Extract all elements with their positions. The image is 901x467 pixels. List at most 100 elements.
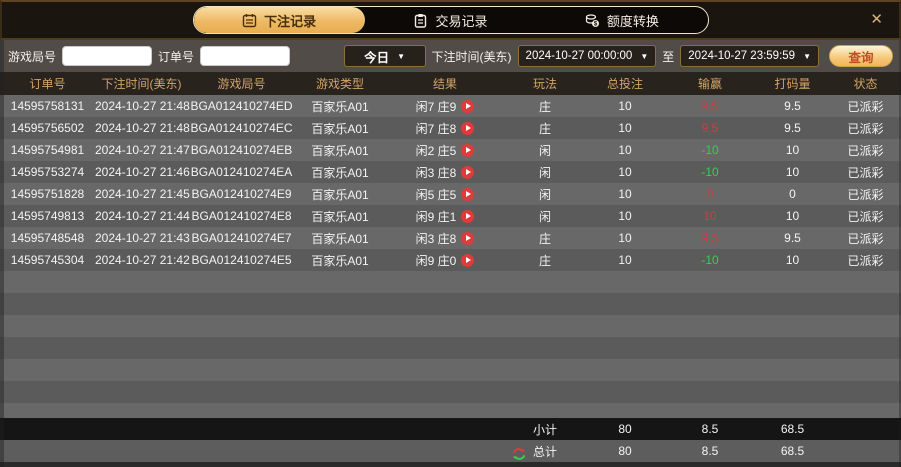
col-header-round: 游戏局号 (217, 77, 266, 91)
table-row[interactable]: 14595745304 2024-10-27 21:42 BGA01241027… (0, 249, 901, 271)
replay-play-icon[interactable] (461, 231, 475, 245)
result-text: 闲9 庄0 (415, 253, 457, 268)
table-header: 订单号 下注时间(美东) 游戏局号 游戏类型 结果 玩法 总投注 输赢 打码量 … (0, 72, 901, 95)
query-button[interactable]: 查询 (829, 45, 893, 67)
left-edge (0, 40, 4, 467)
col-header-bet: 总投注 (606, 77, 643, 91)
cell-type: 百家乐A01 (311, 209, 369, 224)
cell-status: 已派彩 (847, 187, 884, 202)
total-label: 总计 (532, 444, 557, 459)
cell-winloss: -10 (701, 165, 719, 179)
cell-result: 闲3 庄8 (385, 164, 505, 181)
cell-turnover: 0 (789, 187, 796, 201)
cell-status: 已派彩 (847, 121, 884, 136)
cell-status: 已派彩 (847, 165, 884, 180)
date-range-select[interactable]: 今日 ▼ (343, 45, 426, 67)
order-no-input[interactable] (200, 46, 291, 66)
cell-winloss: 0 (706, 187, 714, 201)
cell-turnover: 10 (785, 143, 800, 157)
cell-round: BGA012410274EB (190, 143, 293, 157)
cell-round: BGA012410274EA (190, 165, 293, 179)
col-header-status: 状态 (853, 77, 878, 91)
bet-time-label: 下注时间(美东) (431, 49, 512, 64)
cell-time: 2024-10-27 21:45 (95, 187, 190, 201)
col-header-order: 订单号 (29, 77, 66, 91)
cell-status: 已派彩 (847, 231, 884, 246)
tab-bet-records-label: 下注记录 (264, 13, 317, 29)
cell-bet: 10 (618, 121, 632, 135)
cell-round: BGA012410274E7 (191, 231, 292, 245)
cell-type: 百家乐A01 (311, 253, 369, 268)
replay-play-icon[interactable] (461, 253, 475, 267)
cell-type: 百家乐A01 (311, 165, 369, 180)
cell-play: 庄 (538, 231, 551, 246)
end-time-select[interactable]: 2024-10-27 23:59:59 ▼ (680, 45, 819, 67)
col-header-result: 结果 (432, 77, 457, 91)
cell-type: 百家乐A01 (311, 121, 369, 136)
filter-bar: 游戏局号 订单号 今日 ▼ 下注时间(美东) 2024-10-27 00:00:… (0, 40, 901, 72)
cell-status: 已派彩 (847, 253, 884, 268)
cell-result: 闲9 庄0 (385, 252, 505, 269)
tab-quota-transfer[interactable]: $ 额度转换 (536, 7, 707, 33)
cell-round: BGA012410274E8 (191, 209, 292, 223)
table-row[interactable]: 14595758131 2024-10-27 21:48 BGA01241027… (0, 95, 901, 117)
cell-winloss: 10 (703, 209, 717, 223)
cell-round: BGA012410274E5 (191, 253, 292, 267)
replay-play-icon[interactable] (461, 121, 475, 135)
total-row: 总计 80 8.5 68.5 (0, 440, 901, 462)
table-row[interactable]: 14595748548 2024-10-27 21:43 BGA01241027… (0, 227, 901, 249)
right-edge (899, 40, 901, 467)
table-row[interactable]: 14595754981 2024-10-27 21:47 BGA01241027… (0, 139, 901, 161)
cell-result: 闲2 庄5 (385, 142, 505, 159)
table-row[interactable]: 14595756502 2024-10-27 21:48 BGA01241027… (0, 117, 901, 139)
cell-round: BGA012410274EC (190, 121, 293, 135)
col-header-play: 玩法 (532, 77, 557, 91)
close-icon[interactable]: ✕ (870, 11, 883, 28)
col-header-turnover: 打码量 (774, 77, 811, 91)
cell-turnover: 9.5 (784, 121, 801, 135)
table-row[interactable]: 14595749813 2024-10-27 21:44 BGA01241027… (0, 205, 901, 227)
cell-turnover: 9.5 (784, 231, 801, 245)
start-time-select[interactable]: 2024-10-27 00:00:00 ▼ (517, 45, 657, 67)
replay-play-icon[interactable] (461, 99, 475, 113)
cell-result: 闲7 庄8 (385, 120, 505, 137)
tab-transaction-records[interactable]: 交易记录 (365, 7, 536, 33)
result-text: 闲3 庄8 (415, 231, 457, 246)
replay-play-icon[interactable] (461, 187, 475, 201)
table-row[interactable]: 14595753274 2024-10-27 21:46 BGA01241027… (0, 161, 901, 183)
cell-play: 闲 (538, 209, 551, 224)
table-body: 14595758131 2024-10-27 21:48 BGA01241027… (0, 95, 901, 418)
col-header-time: 下注时间(美东) (101, 77, 182, 91)
tab-quota-transfer-label: 额度转换 (606, 13, 659, 29)
replay-play-icon[interactable] (461, 209, 475, 223)
refresh-icon[interactable] (511, 446, 527, 462)
cell-type: 百家乐A01 (311, 231, 369, 246)
result-text: 闲5 庄5 (415, 187, 457, 202)
result-text: 闲2 庄5 (415, 143, 457, 158)
cell-round: BGA012410274ED (190, 99, 293, 113)
bet-records-calendar-icon (242, 13, 257, 28)
cell-result: 闲3 庄8 (385, 230, 505, 247)
total-turnover: 68.5 (780, 444, 805, 458)
tab-bet-records[interactable]: 下注记录 (193, 7, 365, 33)
cell-bet: 10 (618, 143, 632, 157)
svg-text:$: $ (594, 21, 598, 27)
cell-order: 14595756502 (10, 121, 85, 135)
start-time-value: 2024-10-27 00:00:00 (525, 50, 633, 62)
cell-order: 14595753274 (10, 165, 85, 179)
cell-time: 2024-10-27 21:48 (95, 121, 190, 135)
cell-winloss: 9.5 (701, 121, 719, 135)
table-row[interactable]: 14595751828 2024-10-27 21:45 BGA01241027… (0, 183, 901, 205)
subtotal-winloss: 8.5 (701, 422, 719, 436)
chevron-down-icon: ▼ (640, 51, 649, 61)
cell-play: 庄 (538, 121, 551, 136)
replay-play-icon[interactable] (461, 165, 475, 179)
game-round-input[interactable] (62, 46, 153, 66)
cell-time: 2024-10-27 21:48 (95, 99, 190, 113)
subtotal-bet: 80 (618, 422, 632, 436)
cell-turnover: 10 (785, 165, 800, 179)
replay-play-icon[interactable] (461, 143, 475, 157)
tab-group: 下注记录 交易记录 $ 额度转换 (192, 6, 709, 34)
cell-status: 已派彩 (847, 209, 884, 224)
